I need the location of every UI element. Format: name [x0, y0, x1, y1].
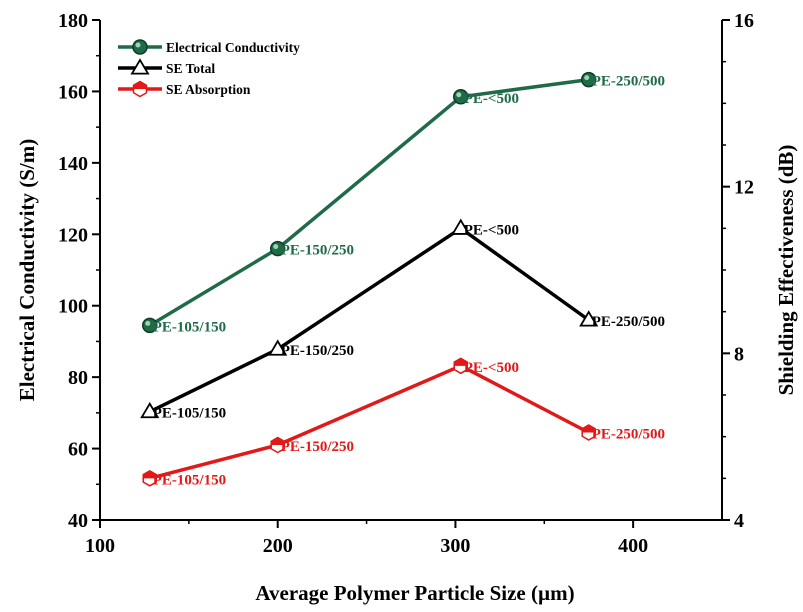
legend-label: Electrical Conductivity [166, 40, 300, 55]
series-line [149, 226, 590, 414]
data-point [579, 310, 599, 327]
y-tick-label: 180 [58, 10, 88, 32]
y-tick-label: 140 [58, 153, 88, 175]
point-label: PE-250/500 [592, 314, 665, 330]
series-1 [140, 218, 599, 419]
data-point [269, 240, 286, 257]
series-line [148, 77, 589, 327]
x-tick-label: 100 [85, 535, 115, 557]
y-tick-label: 100 [58, 296, 88, 318]
point-label: PE-105/150 [153, 406, 226, 422]
marker-highlight [145, 320, 151, 326]
marker-highlight [273, 244, 279, 250]
series-2 [142, 357, 597, 487]
marker-triangle [579, 310, 599, 327]
marker-triangle [451, 218, 471, 235]
marker-hexagon-fill [270, 437, 286, 445]
legend-entry: SE Total [118, 58, 215, 76]
marker-hexagon-fill [581, 425, 597, 433]
marker-triangle [268, 339, 288, 356]
x-tick-label: 400 [618, 535, 648, 557]
point-label: PE-150/250 [281, 243, 354, 259]
marker-hexagon-fill [142, 470, 158, 479]
y-tick-label: 60 [68, 439, 88, 461]
data-point [581, 424, 597, 441]
x-tick-label: 200 [263, 535, 293, 557]
legend-entry: Electrical Conductivity [118, 39, 300, 55]
legend-label: SE Total [166, 61, 215, 76]
data-point [268, 339, 288, 356]
legend-label: SE Absorption [166, 82, 251, 97]
data-point [142, 469, 158, 487]
point-label: PE-105/150 [153, 319, 226, 335]
y2-tick-label: 8 [734, 343, 744, 365]
y-tick-label: 120 [58, 224, 88, 246]
y-tick-label: 160 [58, 81, 88, 103]
point-label: PE-150/250 [281, 439, 354, 455]
y2-axis-title: Shielding Effectiveness (dB) [774, 145, 798, 396]
series-0 [142, 71, 597, 334]
marker-hexagon-fill [132, 81, 148, 89]
ticks: 100 200 300 400 40 60 80 100 120 140 160 180 4 8 12 16 [58, 10, 754, 557]
marker-triangle [140, 401, 160, 419]
y2-tick-label: 4 [734, 510, 744, 532]
data-point [451, 218, 471, 235]
data-point [270, 436, 286, 454]
point-label: PE-<500 [464, 222, 519, 238]
data-point [142, 317, 158, 334]
y2-tick-label: 16 [734, 10, 754, 32]
y-axis-title: Electrical Conductivity (S/m) [15, 139, 39, 401]
data-point [453, 89, 469, 105]
marker-highlight [584, 75, 590, 81]
point-label: PE-150/250 [281, 343, 354, 359]
data-point [140, 401, 160, 419]
legend-entry: SE Absorption [118, 80, 251, 98]
point-label: PE-250/500 [592, 427, 665, 443]
data-point [453, 357, 469, 375]
legend: Electrical Conductivity SE Total SE Absorp… [118, 39, 300, 98]
marker-triangle [130, 58, 150, 75]
x-axis-title: Average Polymer Particle Size (µm) [255, 581, 574, 605]
marker-highlight [456, 92, 462, 98]
marker-hexagon-fill [453, 358, 469, 366]
x-tick-label: 300 [440, 535, 470, 557]
point-label: PE-105/150 [153, 472, 226, 488]
y-tick-label: 80 [68, 367, 88, 389]
point-labels: PE-105/150 PE-150/250 PE-<500 PE-250/500 PE-… [153, 74, 665, 489]
data-point [580, 71, 597, 88]
marker-highlight [135, 42, 141, 48]
y2-tick-label: 12 [734, 177, 754, 199]
series-layer [140, 71, 599, 487]
point-label: PE-250/500 [592, 74, 665, 90]
point-label: PE-<500 [464, 91, 519, 107]
series-line [149, 364, 590, 480]
point-label: PE-<500 [464, 360, 519, 376]
marker-circle [132, 39, 148, 55]
y-tick-label: 40 [68, 510, 88, 532]
